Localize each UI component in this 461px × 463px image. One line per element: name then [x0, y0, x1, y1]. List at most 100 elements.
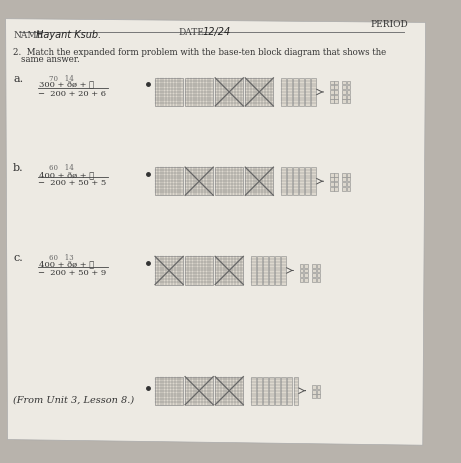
Bar [294, 377, 298, 405]
Bar [215, 79, 243, 107]
Bar [305, 168, 310, 196]
Bar [312, 394, 316, 398]
Bar [347, 91, 350, 94]
Bar [347, 183, 350, 187]
Bar [300, 269, 303, 273]
Bar [312, 278, 316, 282]
Bar [288, 377, 292, 405]
Bar [317, 264, 320, 268]
Bar [269, 377, 274, 405]
Bar [312, 390, 316, 394]
Bar [334, 188, 338, 191]
Bar [215, 168, 243, 196]
Bar [155, 257, 183, 285]
Bar [342, 100, 346, 104]
Bar [155, 79, 183, 107]
Bar [245, 79, 273, 107]
Bar [185, 79, 213, 107]
Bar [330, 86, 333, 90]
Text: −  200 + 50 + 5: − 200 + 50 + 5 [38, 179, 106, 187]
Bar [317, 390, 320, 394]
Bar [330, 100, 333, 104]
Text: NAME: NAME [13, 31, 43, 40]
Text: a.: a. [13, 74, 23, 84]
Bar [342, 188, 346, 191]
Bar [312, 79, 316, 107]
Bar [330, 178, 333, 182]
Bar [185, 168, 213, 196]
Bar [155, 168, 183, 196]
Bar [342, 178, 346, 182]
Text: 12/24: 12/24 [203, 26, 231, 37]
Text: 300 + ðø + ℓ: 300 + ðø + ℓ [40, 81, 95, 89]
Bar [334, 95, 338, 100]
Bar [312, 264, 316, 268]
Bar [312, 269, 316, 273]
Polygon shape [6, 19, 426, 445]
Text: PERIOD: PERIOD [371, 20, 408, 29]
Bar [300, 264, 303, 268]
Bar [347, 100, 350, 104]
Bar [293, 79, 298, 107]
Bar [304, 264, 308, 268]
Bar [334, 183, 338, 187]
Bar [304, 278, 308, 282]
Text: −  200 + 50 + 9: − 200 + 50 + 9 [38, 268, 106, 276]
Bar [334, 173, 338, 177]
Text: c.: c. [13, 252, 23, 262]
Bar [299, 168, 304, 196]
Text: same answer.: same answer. [21, 55, 79, 64]
Bar [257, 257, 262, 285]
Bar [312, 168, 316, 196]
Bar [334, 100, 338, 104]
Bar [215, 377, 243, 405]
Bar [317, 269, 320, 273]
Text: 2.  Match the expanded form problem with the base-ten block diagram that shows t: 2. Match the expanded form problem with … [13, 48, 386, 57]
Text: −  200 + 20 + 6: − 200 + 20 + 6 [38, 90, 106, 98]
Bar [287, 168, 292, 196]
Bar [342, 86, 346, 90]
Bar [342, 95, 346, 100]
Bar [155, 377, 183, 405]
Bar [334, 86, 338, 90]
Bar [317, 278, 320, 282]
Bar [304, 269, 308, 273]
Bar [263, 257, 268, 285]
Bar [330, 81, 333, 85]
Bar [312, 274, 316, 277]
Bar [330, 173, 333, 177]
Bar [251, 257, 255, 285]
Bar [342, 183, 346, 187]
Bar [185, 257, 213, 285]
Bar [293, 168, 298, 196]
Bar [334, 91, 338, 94]
Bar [342, 173, 346, 177]
Text: 400 + ðø + ℓ: 400 + ðø + ℓ [40, 170, 95, 179]
Text: DATE: DATE [178, 27, 204, 37]
Bar [347, 81, 350, 85]
Bar [317, 385, 320, 389]
Bar [330, 188, 333, 191]
Bar [304, 274, 308, 277]
Bar [287, 79, 292, 107]
Bar [317, 394, 320, 398]
Bar [347, 173, 350, 177]
Bar [342, 91, 346, 94]
Bar [263, 377, 268, 405]
Bar [251, 377, 255, 405]
Text: 60   13: 60 13 [49, 253, 73, 261]
Bar [245, 168, 273, 196]
Bar [347, 188, 350, 191]
Bar [299, 79, 304, 107]
Bar [312, 385, 316, 389]
Text: 400 + ðø + ℓ: 400 + ðø + ℓ [40, 260, 95, 268]
Text: 70   14: 70 14 [49, 75, 74, 83]
Bar [347, 95, 350, 100]
Bar [342, 81, 346, 85]
Text: 60   14: 60 14 [49, 164, 74, 172]
Bar [330, 91, 333, 94]
Bar [347, 86, 350, 90]
Bar [185, 377, 213, 405]
Bar [334, 81, 338, 85]
Bar [281, 257, 286, 285]
